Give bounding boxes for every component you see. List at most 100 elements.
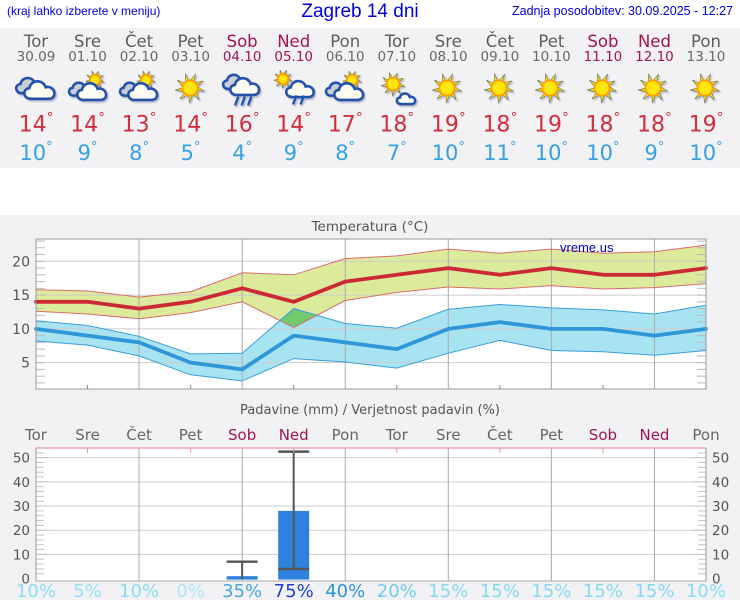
day-name: Tor [23, 32, 49, 51]
min-temp: 10° [586, 140, 620, 165]
sun-icon [632, 70, 676, 108]
day-name: Čet [124, 32, 154, 51]
temp-axis-label: 15 [12, 288, 30, 304]
day-date: 12.10 [635, 49, 674, 65]
day-name: Čet [485, 32, 514, 51]
precip-day-label: Tor [385, 426, 409, 444]
day-name: Sre [74, 32, 102, 51]
precip-probability: 5% [73, 581, 102, 600]
rain-icon [220, 70, 264, 108]
min-temp-band [36, 304, 706, 381]
sun-icon [581, 70, 625, 108]
max-temp: 17° [327, 110, 363, 138]
precip-axis-label-right: 0 [712, 572, 721, 588]
precip-probability: 20% [377, 581, 417, 600]
day-date: 30.09 [16, 49, 56, 65]
min-temp: 10° [534, 140, 568, 165]
min-temp-line [34, 320, 708, 372]
day-date: 05.10 [274, 49, 314, 65]
charts-section: Temperatura (°C) vreme.us Padavine (mm) … [0, 215, 740, 600]
partly-icon [117, 70, 161, 108]
precip-axis-label-right: 10 [712, 547, 729, 563]
temp-axis-label: 5 [21, 356, 30, 372]
day-date: 07.10 [377, 49, 417, 65]
precip-day-label: Sob [228, 426, 256, 444]
sun-icon [529, 70, 573, 108]
precip-day-label: Tor [24, 426, 48, 444]
precip-probability: 15% [634, 581, 674, 600]
precip-day-label: Pon [332, 426, 359, 444]
mostly-sunny-icon [375, 70, 419, 108]
precipitation-chart-title: Padavine (mm) / Verjetnost padavin (%) [240, 403, 500, 418]
precip-probability: 15% [583, 581, 623, 600]
min-temp: 7° [386, 140, 407, 165]
day-date: 13.10 [686, 49, 726, 65]
day-name: Pon [330, 32, 361, 51]
temperature-chart-title: Temperatura (°C) [311, 219, 429, 235]
max-temp: 19° [688, 110, 724, 138]
precip-probability: 15% [531, 581, 571, 600]
precip-axis-label-right: 50 [712, 451, 729, 467]
page-title: Zagreb 14 dni [301, 1, 419, 22]
sun-icon [478, 70, 522, 108]
precip-axis-label-left: 30 [13, 499, 30, 515]
precip-axis-label-left: 50 [13, 451, 30, 467]
location-hint: (kraj lahko izberete v meniju) [7, 4, 161, 18]
day-date: 08.10 [428, 49, 468, 65]
charts-canvas: 5 10 15 20 0 0 10 10 20 20 30 30 40 40 50 50 Tor Sre Čet Pe… [12, 238, 729, 600]
day-name: Sob [226, 32, 258, 51]
precip-day-label: Pet [179, 426, 203, 444]
precip-day-label: Ned [639, 426, 669, 444]
sun-rain-icon [272, 69, 316, 108]
day-name: Ned [277, 32, 311, 51]
partly-icon [66, 70, 110, 108]
day-date: 10.10 [532, 49, 571, 65]
day-name: Ned [637, 32, 671, 51]
precip-axis-label-left: 10 [13, 547, 30, 563]
precip-probability: 40% [325, 581, 365, 600]
max-temp: 19° [533, 110, 569, 138]
day-name: Pet [538, 32, 565, 51]
max-temp: 16° [224, 110, 260, 138]
min-temp: 9° [644, 140, 665, 165]
max-temp: 14° [70, 110, 105, 138]
max-temp: 19° [430, 110, 466, 138]
day-date: 01.10 [68, 49, 107, 65]
max-temp-band [36, 245, 706, 328]
precip-day-label: Sob [589, 426, 617, 444]
max-temp: 18° [482, 110, 518, 138]
precip-axis-label-left: 0 [21, 572, 30, 588]
day-date: 03.10 [171, 49, 210, 65]
day-date: 04.10 [222, 49, 262, 65]
precip-day-label: Čet [126, 425, 152, 444]
precip-day-label: Pon [692, 426, 719, 444]
min-temp: 10° [431, 140, 465, 165]
forecast-strip: Tor 30.09 14° 10° Sre 01.10 14° 9° Čet 02.10 13° 8°… [0, 28, 740, 168]
min-temp: 8° [129, 140, 149, 165]
precip-axis-label-left: 40 [13, 475, 30, 491]
precip-probability: 10% [119, 581, 159, 600]
max-temp: 14° [18, 110, 54, 138]
cloudy-icon [14, 70, 58, 108]
precip-probability: 35% [222, 581, 262, 600]
sun-icon [684, 70, 728, 108]
min-temp: 9° [77, 140, 98, 165]
band-overlap [280, 308, 316, 328]
precip-probability: 10% [686, 581, 726, 600]
max-temp: 13° [121, 110, 157, 138]
precip-axis-label-left: 20 [13, 523, 30, 539]
day-date: 02.10 [119, 49, 159, 65]
day-date: 11.10 [583, 49, 623, 65]
max-temp: 14° [276, 110, 312, 138]
max-temp: 18° [585, 110, 621, 138]
temp-axis-label: 10 [12, 322, 30, 338]
day-name: Tor [384, 32, 409, 51]
precip-probability: 0% [176, 581, 205, 600]
min-temp: 9° [283, 140, 304, 165]
max-temp: 18° [637, 110, 672, 138]
day-name: Pet [177, 32, 204, 51]
max-temp-line [34, 266, 708, 311]
min-temp: 10° [19, 140, 53, 165]
watermark-link[interactable]: vreme.us [560, 240, 614, 255]
